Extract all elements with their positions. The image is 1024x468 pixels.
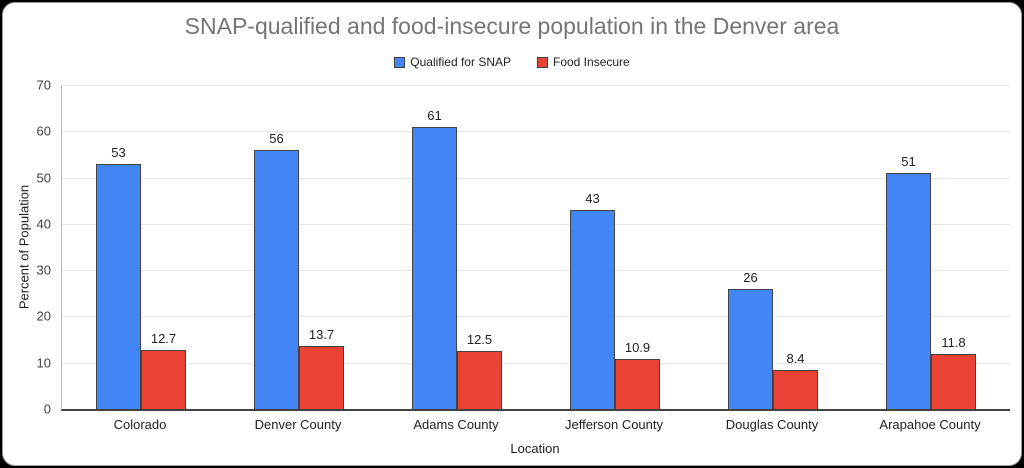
- chart-title: SNAP-qualified and food-insecure populat…: [184, 13, 840, 39]
- bar-value-label: 11.8: [941, 335, 966, 351]
- bar-column: 13.7: [299, 85, 344, 409]
- gridline: [62, 316, 1010, 318]
- y-tick-label: 50: [36, 170, 51, 186]
- gridline: [62, 131, 1010, 133]
- x-tick-label-arapahoe-county: Arapahoe County: [879, 417, 981, 432]
- bar-column: 26: [728, 85, 773, 409]
- bar-group-douglas-county: 26 8.4: [694, 85, 852, 409]
- bar-food-insecure: [615, 358, 660, 409]
- bar-value-label: 51: [901, 153, 916, 169]
- bar-value-label: 8.4: [786, 351, 805, 367]
- x-axis-labels: Colorado Denver County Adams County Jeffers…: [61, 417, 1009, 432]
- x-axis-title: Location: [510, 441, 560, 456]
- bar-value-label: 53: [111, 144, 126, 160]
- bar-qualified-for-snap: [570, 209, 615, 409]
- chart-legend: Qualified for SNAP Food Insecure: [3, 55, 1021, 69]
- y-tick-label: 40: [36, 216, 51, 232]
- bar-group-jefferson-county: 43 10.9: [536, 85, 694, 409]
- y-tick-label: 30: [36, 262, 51, 278]
- bar-value-label: 13.7: [308, 326, 335, 342]
- x-tick-label-douglas-county: Douglas County: [725, 417, 819, 432]
- bar-value-label: 12.5: [466, 332, 493, 348]
- x-tick-label-denver-county: Denver County: [254, 417, 342, 432]
- bar-column: 51: [886, 85, 931, 409]
- bar-group-adams-county: 61 12.5: [378, 85, 536, 409]
- bar-column: 53: [96, 85, 141, 409]
- y-tick-label: 0: [43, 401, 51, 417]
- bar-food-insecure: [141, 350, 186, 409]
- y-tick-label: 10: [36, 355, 51, 371]
- gridline: [62, 270, 1010, 272]
- bar-food-insecure: [773, 370, 818, 409]
- y-axis-ticks: 0 10 20 30 40 50 60 70: [3, 78, 51, 417]
- bar-value-label: 26: [743, 269, 758, 285]
- bar-qualified-for-snap: [412, 126, 457, 409]
- y-tick-label: 70: [36, 77, 51, 93]
- bar-food-insecure: [931, 354, 976, 409]
- bar-food-insecure: [457, 351, 502, 409]
- gridline: [62, 85, 1010, 86]
- bar-qualified-for-snap: [728, 288, 773, 409]
- gridline: [62, 177, 1010, 179]
- bar-column: 43: [570, 85, 615, 409]
- y-tick-label: 20: [36, 308, 51, 324]
- bar-qualified-for-snap: [254, 149, 299, 409]
- legend-item-qualified-for-snap: Qualified for SNAP: [394, 55, 511, 69]
- x-tick-label-adams-county: Adams County: [413, 417, 499, 432]
- legend-label: Food Insecure: [553, 55, 630, 69]
- bar-column: 61: [412, 85, 457, 409]
- bar-group-arapahoe-county: 51 11.8: [852, 85, 1010, 409]
- gridline: [62, 223, 1010, 225]
- plot-area: 53 12.7 56 13.7 61 12.5 43 10.9 26 8.4 51 11.8: [61, 85, 1010, 411]
- bar-food-insecure: [299, 345, 344, 409]
- bar-value-label: 12.7: [150, 331, 177, 347]
- gridline: [62, 362, 1010, 364]
- bar-qualified-for-snap: [886, 172, 931, 409]
- x-tick-label-colorado: Colorado: [113, 417, 167, 432]
- bar-group-denver-county: 56 13.7: [220, 85, 378, 409]
- bar-group-colorado: 53 12.7: [62, 85, 220, 409]
- bar-value-label: 43: [585, 190, 600, 206]
- bar-value-label: 56: [269, 130, 284, 146]
- bar-qualified-for-snap: [96, 163, 141, 409]
- bar-column: 10.9: [615, 85, 660, 409]
- legend-swatch-blue: [394, 56, 406, 68]
- bar-groups: 53 12.7 56 13.7 61 12.5 43 10.9 26 8.4 51 11.8: [62, 85, 1010, 409]
- bar-value-label: 10.9: [624, 339, 651, 355]
- legend-item-food-insecure: Food Insecure: [537, 55, 630, 69]
- bar-column: 12.5: [457, 85, 502, 409]
- bar-column: 11.8: [931, 85, 976, 409]
- legend-swatch-red: [537, 56, 548, 68]
- bar-column: 12.7: [141, 85, 186, 409]
- bar-column: 56: [254, 85, 299, 409]
- bar-value-label: 61: [427, 107, 442, 123]
- y-tick-label: 60: [36, 123, 51, 139]
- legend-label: Qualified for SNAP: [410, 55, 511, 69]
- bar-column: 8.4: [773, 85, 818, 409]
- x-tick-label-jefferson-county: Jefferson County: [564, 417, 664, 432]
